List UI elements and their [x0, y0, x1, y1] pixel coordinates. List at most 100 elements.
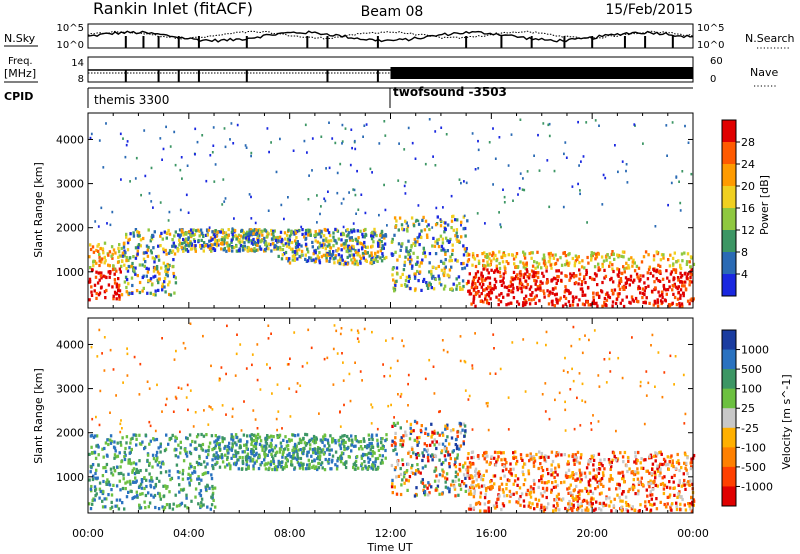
echo-cell	[646, 277, 650, 281]
power-panel-frame	[87, 112, 694, 309]
echo-cell	[140, 486, 144, 490]
echo-cell	[594, 257, 597, 261]
echo-cell	[662, 284, 665, 288]
echo-cell	[177, 248, 180, 252]
echo-cell	[689, 265, 692, 269]
echo-cell	[612, 280, 615, 284]
echo-cell	[426, 235, 429, 239]
echo-cell	[441, 474, 444, 478]
echo-cell-sparse	[382, 363, 384, 366]
echo-cell	[494, 463, 498, 467]
echo-cell	[314, 248, 318, 252]
echo-cell	[661, 476, 664, 480]
echo-cell	[468, 292, 471, 296]
echo-cell	[471, 485, 474, 490]
echo-cell	[230, 434, 233, 439]
echo-cell	[108, 271, 112, 275]
echo-cell-sparse	[576, 396, 578, 400]
echo-cell	[326, 253, 329, 257]
echo-cell-sparse	[365, 123, 368, 126]
freq-block-twofsound	[390, 67, 693, 79]
echo-cell	[90, 433, 94, 438]
echo-cell-sparse	[581, 399, 584, 402]
echo-cell-sparse	[250, 195, 252, 199]
echo-cell	[679, 263, 682, 267]
echo-cell	[529, 495, 533, 499]
echo-cell	[272, 229, 275, 233]
echo-cell	[482, 283, 485, 287]
echo-cell-sparse	[250, 217, 253, 220]
echo-cell	[156, 456, 159, 460]
y-tick-label: 3000	[56, 178, 84, 191]
echo-cell	[623, 450, 627, 455]
echo-cell	[101, 499, 104, 503]
nsearch-label: N.Search	[745, 32, 795, 45]
echo-cell	[579, 456, 583, 460]
echo-cell	[274, 244, 277, 248]
echo-cell	[326, 438, 330, 442]
echo-cell	[466, 456, 470, 460]
echo-cell	[113, 278, 117, 282]
echo-cell	[278, 461, 282, 465]
echo-cell	[625, 503, 628, 507]
echo-cell-sparse	[471, 364, 474, 367]
echo-cell	[270, 460, 273, 464]
echo-cell	[467, 492, 471, 496]
echo-cell	[474, 285, 478, 289]
echo-cell	[226, 457, 229, 461]
echo-cell	[580, 508, 584, 513]
echo-cell	[676, 287, 679, 291]
echo-cell	[250, 247, 253, 251]
echo-cell	[270, 445, 273, 449]
echo-cell	[586, 501, 589, 505]
echo-cell	[131, 265, 135, 270]
echo-cell	[263, 444, 266, 448]
echo-cell	[565, 471, 568, 475]
echo-cell	[637, 266, 641, 270]
echo-cell	[440, 462, 443, 466]
echo-cell	[395, 492, 399, 496]
echo-cell	[539, 283, 542, 288]
echo-cell	[578, 489, 581, 493]
echo-cell	[596, 304, 599, 308]
echo-cell	[674, 466, 677, 470]
echo-cell	[254, 444, 257, 448]
echo-cell	[617, 274, 620, 278]
echo-cell	[372, 260, 376, 264]
echo-cell	[210, 473, 213, 477]
echo-cell	[91, 268, 94, 272]
echo-cell	[527, 472, 531, 476]
echo-cell	[471, 280, 475, 284]
echo-cell	[124, 275, 128, 279]
echo-cell	[628, 487, 631, 491]
echo-cell	[498, 293, 501, 297]
echo-cell-sparse	[397, 393, 399, 396]
echo-cell	[483, 264, 486, 268]
echo-cell	[116, 454, 120, 458]
echo-cell-sparse	[319, 212, 321, 216]
echo-cell	[291, 247, 294, 251]
echo-cell	[428, 270, 431, 274]
echo-cell	[459, 487, 463, 491]
echo-cell	[426, 486, 429, 490]
echo-cell	[193, 239, 196, 244]
echo-cell	[430, 272, 433, 276]
echo-cell	[641, 287, 645, 291]
echo-cell	[355, 259, 358, 263]
echo-cell	[459, 424, 462, 428]
echo-cell	[543, 481, 547, 485]
echo-cell	[618, 287, 622, 291]
echo-cell-sparse	[465, 181, 468, 185]
echo-cell	[478, 473, 482, 477]
echo-cell	[517, 302, 521, 306]
echo-cell	[411, 463, 414, 468]
echo-cell-sparse	[126, 352, 129, 356]
echo-cell	[416, 255, 419, 260]
echo-cell	[568, 503, 571, 507]
echo-cell	[543, 291, 546, 296]
echo-cell	[568, 303, 572, 307]
echo-cell	[557, 497, 561, 501]
echo-cell	[323, 468, 327, 472]
echo-cell-sparse	[310, 346, 313, 350]
echo-cell	[690, 280, 693, 284]
